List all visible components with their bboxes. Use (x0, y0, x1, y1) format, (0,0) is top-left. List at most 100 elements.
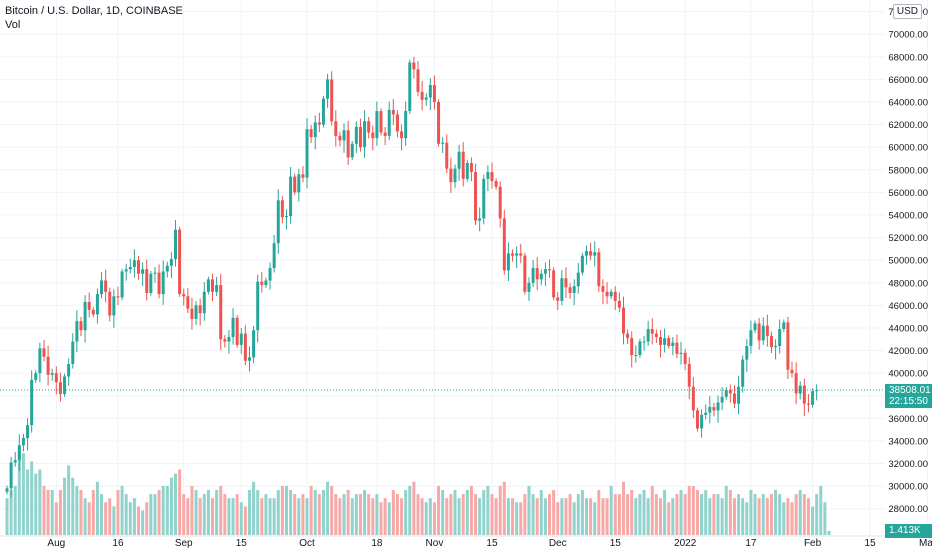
volume-bar (400, 498, 404, 535)
candle-body (437, 102, 441, 144)
candle-body (609, 291, 613, 297)
volume-badge: 1.413K (885, 524, 932, 538)
volume-bar (605, 498, 609, 535)
volume-bar (815, 494, 819, 535)
candle-body (100, 280, 104, 295)
candle-body (724, 390, 728, 397)
volume-bar (227, 498, 231, 535)
time-axis[interactable]: Aug 16 Sep 15 Oct 18 Nov 15 Dec 15 2022 17 Feb 15 Mar (0, 535, 932, 549)
candle-body (120, 271, 124, 298)
volume-bar (276, 490, 280, 535)
volume-bar (667, 502, 671, 535)
price-tick-label: 68000.00 (888, 52, 928, 63)
price-tick-label: 36000.00 (888, 414, 928, 425)
time-tick-label: 17 (745, 538, 757, 549)
candle-body (243, 333, 247, 361)
price-tick-label: 64000.00 (888, 98, 928, 109)
candle-body (482, 178, 486, 219)
candle-body (58, 382, 62, 395)
price-tick-label: 58000.00 (888, 165, 928, 176)
price-tick-label: 30000.00 (888, 482, 928, 493)
volume-bar (490, 494, 494, 535)
time-tick-label: Feb (804, 538, 822, 549)
volume-bar (811, 506, 815, 535)
volume-bar (597, 490, 601, 535)
volume-bar (465, 490, 469, 535)
volume-bar (453, 490, 457, 535)
volume-bar (761, 494, 765, 535)
candle-body (469, 163, 473, 173)
volume-bar (572, 502, 576, 535)
candle-body (387, 109, 391, 136)
candle-body (782, 322, 786, 330)
volume-bar (708, 498, 712, 535)
candle-body (371, 132, 375, 139)
candle-body (116, 296, 120, 298)
candle-body (34, 373, 38, 380)
candle-body (67, 364, 71, 377)
volume-bar (806, 498, 810, 535)
price-tick-label: 40000.00 (888, 369, 928, 380)
volume-bar (305, 498, 309, 535)
volume-bar (424, 502, 428, 535)
candle-body (178, 229, 182, 295)
volume-bar (741, 498, 745, 535)
volume-bar (174, 473, 178, 535)
candle-body (264, 280, 268, 286)
candle-body (741, 359, 745, 387)
candle-body (494, 181, 498, 187)
candle-body (605, 291, 609, 297)
time-tick-label: Oct (299, 538, 315, 549)
volume-bar (223, 494, 227, 535)
candle-body (535, 268, 539, 280)
price-tick-label: 32000.00 (888, 459, 928, 470)
volume-bar (576, 494, 580, 535)
volume-bar (548, 494, 552, 535)
candle-body (663, 338, 667, 345)
volume-bar (95, 481, 99, 535)
price-tick-label: 34000.00 (888, 436, 928, 447)
candle-body (757, 323, 761, 341)
candle-body (432, 85, 436, 103)
candle-body (700, 414, 704, 429)
volume-bar (432, 502, 436, 535)
price-axis[interactable]: 72000.0070000.0068000.0066000.0064000.00… (888, 7, 928, 515)
volume-bar (26, 469, 30, 535)
volume-bar (289, 490, 293, 535)
candle-body (552, 270, 556, 298)
volume-bar (437, 485, 441, 535)
candle-body (490, 172, 494, 182)
volume-bar (387, 502, 391, 535)
candle-body (556, 297, 560, 301)
volume-bar (379, 502, 383, 535)
candle-body (498, 186, 502, 219)
volume-bar (593, 502, 597, 535)
candle-body (654, 333, 658, 337)
volume-bar (827, 530, 831, 535)
candle-body (293, 176, 297, 193)
volume-bar (128, 502, 132, 535)
candle-body (87, 301, 91, 310)
time-tick-label: Aug (47, 538, 65, 549)
volume-bar (235, 494, 239, 535)
currency-button[interactable]: USD (892, 4, 922, 19)
candle-body (50, 373, 54, 375)
candle-body (634, 355, 638, 357)
volume-bar (42, 485, 46, 535)
candle-body (169, 259, 173, 266)
candle-body (580, 255, 584, 273)
volume-bar (786, 498, 790, 535)
price-tick-label: 54000.00 (888, 210, 928, 221)
time-tick-label: Mar (919, 538, 932, 549)
candle-body (761, 325, 765, 341)
volume-bar (654, 494, 658, 535)
volume-bar (87, 502, 91, 535)
volume-bar (153, 494, 157, 535)
candle-body (334, 121, 338, 136)
candle-body (695, 410, 699, 429)
volume-bar (613, 494, 617, 535)
volume-bar (691, 485, 695, 535)
candle-body (141, 269, 145, 274)
candle-body (790, 369, 794, 374)
